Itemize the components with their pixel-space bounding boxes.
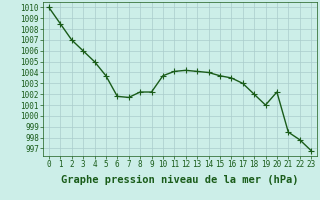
- X-axis label: Graphe pression niveau de la mer (hPa): Graphe pression niveau de la mer (hPa): [61, 175, 299, 185]
